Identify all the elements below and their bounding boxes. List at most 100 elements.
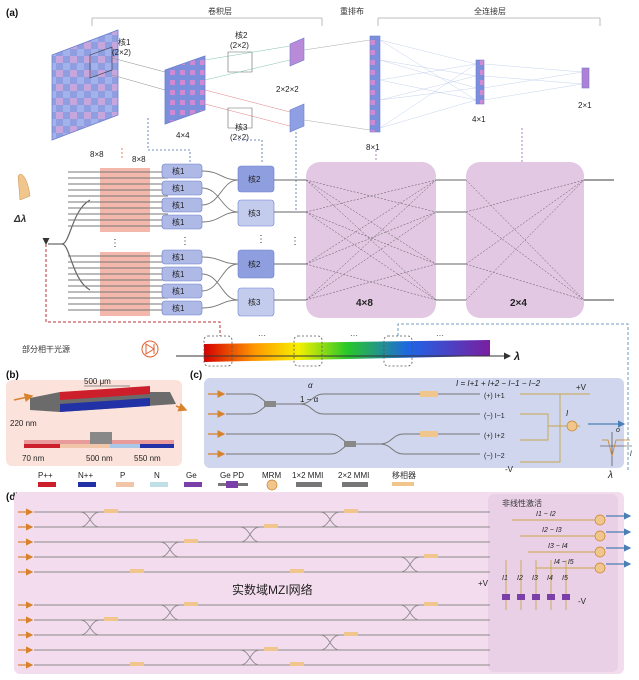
waveguide-bank-bottom <box>68 252 168 316</box>
mesh-2x4-label: 2×4 <box>510 298 527 309</box>
size-4x1: 4×1 <box>472 115 486 124</box>
legend: P++ N++ P N Ge Ge PD MRM 1×2 MMI 2×2 MMI… <box>38 470 416 491</box>
legend-swatch-p <box>116 482 134 487</box>
row-label-1: (+) I+1 <box>484 393 505 400</box>
output-arrows-d <box>606 512 632 568</box>
current-I: I <box>566 409 569 418</box>
legend-swatch-n <box>150 482 168 487</box>
block-k3-2: 核3 <box>248 297 261 307</box>
block-k1-7: 核1 <box>172 286 185 296</box>
p-region <box>60 386 150 400</box>
width-500nm: 500 nm <box>86 454 113 463</box>
lambda-axis-label: λ <box>513 351 520 363</box>
length-500um: 500 μm <box>84 377 111 386</box>
fc-layer-label: 全连接层 <box>474 6 506 16</box>
minus-v-c: -V <box>505 465 514 474</box>
block-k2-2: 核2 <box>248 259 261 269</box>
kernel3-name: 核3 <box>235 122 248 132</box>
legend-swatch-ppp <box>38 482 56 487</box>
kernel1-size: (2×2) <box>112 48 131 57</box>
col-I4: I4 <box>547 575 553 582</box>
block-k1-6: 核1 <box>172 269 185 279</box>
vdots-k23: ⋮ <box>256 234 266 245</box>
legend-swatch-mmi12 <box>296 482 322 487</box>
axis-o: o <box>616 427 620 434</box>
spectrum-bar <box>204 340 490 362</box>
alpha-label: α <box>308 381 313 390</box>
plus-v-d: +V <box>478 579 489 588</box>
block-k1-1: 核1 <box>172 166 185 176</box>
hdots-1: ··· <box>258 331 266 340</box>
legend-swatch-npp <box>78 482 96 487</box>
col-I3: I3 <box>532 575 538 582</box>
panel-d: (d) 非线性激活 <box>6 492 632 674</box>
feature-2x2-b <box>289 103 305 133</box>
col-I2: I2 <box>517 575 523 582</box>
bank-8x8-label: 8×8 <box>132 155 146 164</box>
feature-2x2-a <box>289 37 305 67</box>
kernel23-blocks <box>237 165 275 317</box>
minus-v-d: -V <box>578 597 587 606</box>
vector-2x1 <box>581 67 590 89</box>
col-I5: I5 <box>562 575 568 582</box>
source-diode-icon <box>141 340 159 358</box>
kernel3-size: (2×2) <box>230 133 249 142</box>
block-k1-2: 核1 <box>172 183 185 193</box>
vector-8x1 <box>369 35 381 133</box>
light-beam-icon <box>17 174 31 201</box>
input-arrows-d <box>18 508 34 669</box>
panel-a: (a) 卷积层 重排布 全连接层 核1 (2×2) 8×8 4×4 核2 (2×… <box>6 6 629 470</box>
row-label-2: (−) I−1 <box>484 413 505 420</box>
panel-c: (c) α 1 − α I = I+1 + I+2 − I−1 − I−2 (+… <box>190 370 632 481</box>
hdots-3: ··· <box>436 331 444 340</box>
block-k1-8: 核1 <box>172 303 185 313</box>
kernel2-size: (2×2) <box>230 41 249 50</box>
legend-swatch-phase <box>392 482 414 486</box>
source-label: 部分相干光源 <box>22 344 70 354</box>
size-2x1: 2×1 <box>578 101 592 110</box>
phase-shifters-d <box>104 509 438 666</box>
nonlinear-label: 非线性激活 <box>502 498 542 508</box>
mrm-array-d <box>594 514 606 574</box>
plus-v-c: +V <box>576 383 587 392</box>
panel-b: (b) 500 μm 220 nm 70 nm 500 nm 550 nm <box>6 370 188 466</box>
panel-c-label: (c) <box>190 370 202 381</box>
kernel2-name: 核2 <box>235 30 248 40</box>
panel-b-label: (b) <box>6 370 19 381</box>
kernel1-name: 核1 <box>118 37 131 47</box>
conv-layer-label: 卷积层 <box>208 6 232 16</box>
mzi-mesh <box>34 511 490 666</box>
kernel1-blocks <box>161 163 203 316</box>
legend-n: N <box>154 471 160 480</box>
block-k1-3: 核1 <box>172 200 185 210</box>
legend-npp: N++ <box>78 471 93 480</box>
legend-ge: Ge <box>186 471 197 480</box>
col-I1: I1 <box>502 575 508 582</box>
mesh-4x8-label: 4×8 <box>356 298 373 309</box>
diff-4: I4 − I5 <box>554 559 574 566</box>
waveguide-bank-top <box>68 168 168 232</box>
legend-phase: 移相器 <box>392 470 416 480</box>
fanout-waveguides <box>48 199 91 291</box>
block-k1-5: 核1 <box>172 252 185 262</box>
diff-3: I3 − I4 <box>548 543 568 550</box>
row-label-4: (−) I−2 <box>484 453 505 460</box>
legend-gepd: Ge PD <box>220 471 244 480</box>
vdots-k1: ⋮ <box>180 236 190 247</box>
mrm-icon-c <box>566 420 578 432</box>
legend-swatch-ge <box>184 482 202 487</box>
thickness-220nm: 220 nm <box>10 419 37 428</box>
width-550nm: 550 nm <box>134 454 161 463</box>
block-k3-1: 核3 <box>248 208 261 218</box>
legend-mrm: MRM <box>262 471 281 480</box>
delta-lambda-label: Δλ <box>13 214 26 225</box>
current-formula: I = I+1 + I+2 − I−1 − I−2 <box>456 379 541 388</box>
hdots-2: ··· <box>350 331 358 340</box>
legend-mmi22: 2×2 MMI <box>338 471 369 480</box>
slab-70nm: 70 nm <box>22 454 45 463</box>
panel-d-label: (d) <box>6 492 19 503</box>
mzi-network-label: 实数域MZI网络 <box>232 582 313 597</box>
panel-d-bg <box>14 492 624 674</box>
block-k1-4: 核1 <box>172 217 185 227</box>
legend-mrm-icon <box>266 479 278 491</box>
